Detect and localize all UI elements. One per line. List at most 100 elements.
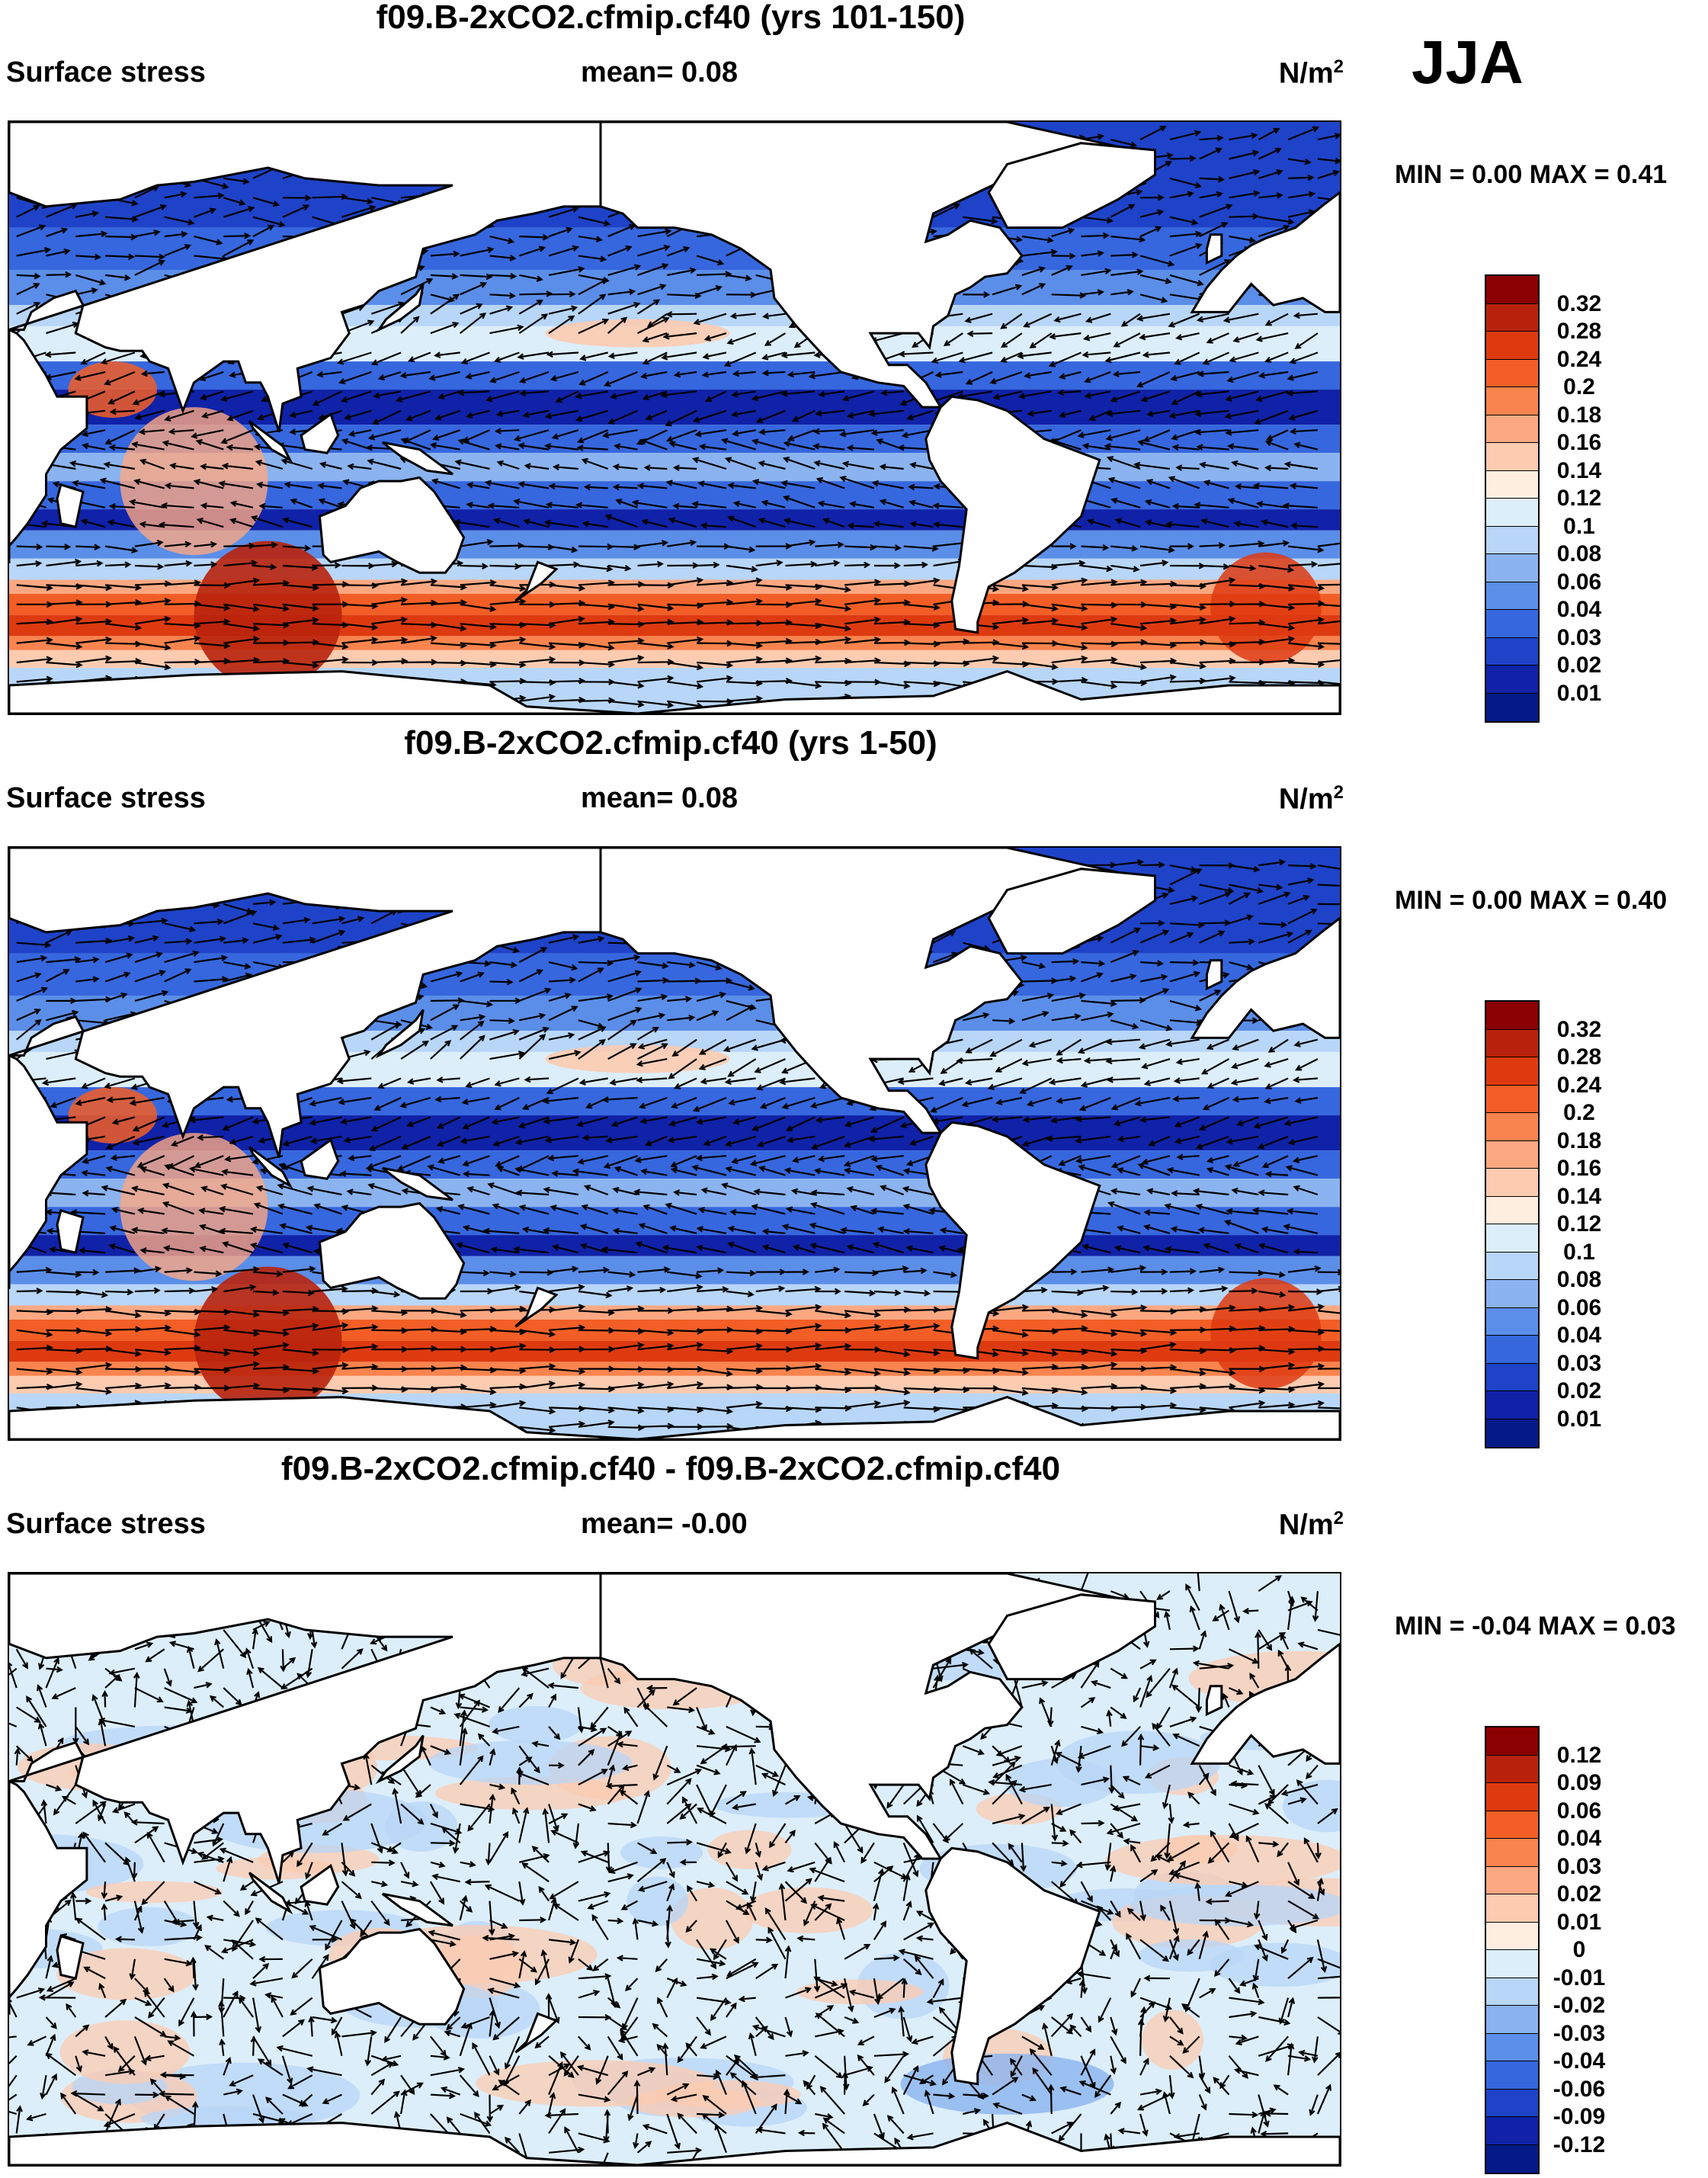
colorbar-tick-label: 0.28	[1556, 319, 1602, 344]
colorbar-tick-label: 0.28	[1556, 1044, 1602, 1070]
colorbar-tick-label: 0.09	[1556, 1770, 1602, 1795]
colorbar-tick-label: 0	[1572, 1937, 1586, 1962]
units-label: N/m2	[1278, 782, 1344, 816]
land-greenland	[987, 1593, 1156, 1681]
land-africa	[9, 1054, 88, 1289]
land-madagascar	[56, 1208, 85, 1255]
colorbar-swatch	[1486, 637, 1538, 666]
colorbar-tick-label: 0.32	[1556, 290, 1602, 316]
colorbar-tick-label: 0.03	[1556, 1350, 1602, 1376]
land-southAmerica	[924, 1846, 1101, 2086]
land-newGuinea	[381, 1166, 453, 1201]
colorbar-swatch	[1486, 1839, 1538, 1867]
colorbar-tick-label: 0.03	[1556, 1853, 1602, 1879]
colorbar-swatch	[1486, 1727, 1538, 1756]
colorbar-tick-label: -0.04	[1553, 2048, 1606, 2074]
map-frame	[8, 846, 1341, 1441]
colorbar-swatch	[1486, 1755, 1538, 1783]
colorbar-swatch	[1486, 1196, 1538, 1224]
land-antarctica	[9, 2122, 1340, 2165]
colorbar-swatch	[1486, 2006, 1538, 2034]
land-antarctica	[9, 670, 1340, 714]
colorbar-swatch	[1486, 1391, 1538, 1419]
land-nz	[514, 1286, 559, 1328]
colorbar-swatch	[1486, 1169, 1538, 1197]
colorbar-tick-label: -0.12	[1553, 2131, 1606, 2157]
colorbar-swatch	[1486, 2033, 1538, 2061]
land-uk	[1205, 233, 1223, 265]
colorbar-tick-label: 0.16	[1556, 430, 1602, 455]
colorbar-swatch	[1486, 1783, 1538, 1811]
panel-2: f09.B-2xCO2.cfmip.cf40 (yrs 1-50) Surfac…	[0, 724, 1708, 1451]
land-southAmerica	[924, 1121, 1101, 1360]
land-australia	[318, 1927, 466, 2026]
land-nz	[514, 560, 559, 602]
land-uk	[1205, 959, 1223, 991]
land-australia	[318, 1201, 466, 1300]
colorbar-tick-label: -0.01	[1553, 1965, 1606, 1990]
colorbar	[1485, 1000, 1540, 1448]
colorbar-tick-label: 0.02	[1556, 1881, 1602, 1907]
units-label: N/m2	[1278, 56, 1344, 90]
surface-stress-map	[9, 848, 1340, 1439]
panel-title: f09.B-2xCO2.cfmip.cf40 - f09.B-2xCO2.cfm…	[280, 1450, 1061, 1487]
colorbar	[1485, 1726, 1540, 2174]
season-label: JJA	[1412, 28, 1524, 96]
colorbar-swatch	[1486, 1002, 1538, 1030]
colorbar-swatch	[1486, 1280, 1538, 1308]
colorbar-swatch	[1486, 2089, 1538, 2117]
variable-label: Surface stress	[6, 56, 206, 88]
colorbar-swatch	[1486, 303, 1538, 332]
colorbar-tick-label: 0.02	[1556, 1378, 1602, 1403]
colorbar-tick-label: -0.03	[1553, 2020, 1606, 2046]
land-eurasia	[9, 122, 602, 432]
colorbar-swatch	[1486, 1029, 1538, 1057]
colorbar-swatch	[1486, 1894, 1538, 1923]
land-africa	[9, 1779, 88, 2015]
land-uk	[1205, 1685, 1223, 1717]
colorbar-swatch	[1486, 1363, 1538, 1391]
land-japan	[375, 283, 425, 333]
land-southAmerica	[924, 395, 1101, 634]
colorbar-tick-label: 0.06	[1556, 569, 1602, 595]
land-sumatra	[248, 1146, 293, 1189]
colorbar-swatch	[1486, 470, 1538, 499]
colorbar-swatch	[1486, 1950, 1538, 1978]
colorbar-tick-label: 0.01	[1556, 1909, 1602, 1935]
land-borneo	[300, 1864, 340, 1906]
colorbar-tick-label: 0.06	[1556, 1798, 1602, 1824]
colorbar-swatch	[1486, 1307, 1538, 1336]
colorbar-tick-label: 0.18	[1556, 1127, 1602, 1153]
land-eurasia	[9, 848, 602, 1158]
colorbar-tick-label: 0.01	[1556, 680, 1602, 706]
panel-title: f09.B-2xCO2.cfmip.cf40 (yrs 101-150)	[376, 0, 966, 36]
colorbar-swatch	[1486, 1140, 1538, 1169]
land-northAmerica	[599, 848, 1122, 1134]
colorbar-tick-label: 0.06	[1556, 1294, 1602, 1320]
colorbar-swatch	[1486, 499, 1538, 527]
colorbar-swatch	[1486, 1057, 1538, 1086]
land-nz	[514, 2012, 559, 2054]
colorbar-tick-label: 0.14	[1556, 457, 1602, 483]
colorbar-swatch	[1486, 1085, 1538, 1113]
colorbar-tick-label: 0.04	[1556, 597, 1602, 622]
surface-stress-map	[9, 1573, 1340, 2165]
colorbar-swatch	[1486, 443, 1538, 471]
land-japan	[375, 1734, 425, 1785]
colorbar-tick-label: 0.32	[1556, 1016, 1602, 1042]
colorbar-swatch	[1486, 1419, 1538, 1447]
min-max-label: MIN = -0.04 MAX = 0.03	[1395, 1612, 1676, 1641]
land-borneo	[300, 412, 340, 454]
units-label: N/m2	[1278, 1508, 1344, 1541]
colorbar-swatch	[1486, 332, 1538, 360]
colorbar-tick-label: -0.09	[1553, 2104, 1606, 2129]
colorbar-swatch	[1486, 415, 1538, 443]
colorbar-swatch	[1486, 1978, 1538, 2006]
colorbar-tick-label: 0.04	[1556, 1323, 1602, 1348]
colorbar-tick-label: 0.03	[1556, 624, 1602, 650]
colorbar-swatch	[1486, 2144, 1538, 2173]
mean-label: mean= 0.08	[581, 782, 738, 814]
land-borneo	[300, 1138, 340, 1180]
colorbar-tick-label: 0.16	[1556, 1156, 1602, 1181]
variable-label: Surface stress	[6, 782, 206, 814]
